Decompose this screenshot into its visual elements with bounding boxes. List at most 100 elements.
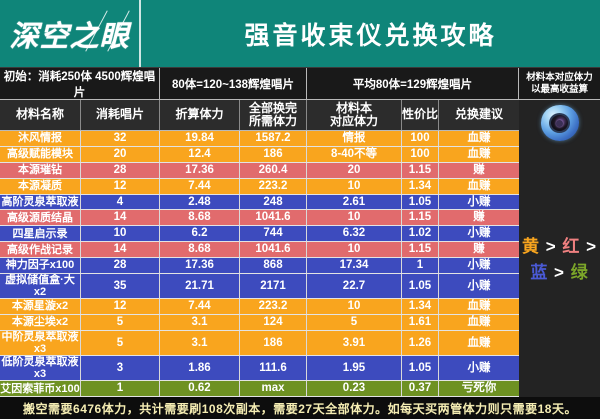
table-cell: 12 [81, 178, 160, 194]
table-row: 沐风情报 32 19.84 1587.2 情报 100 血赚 [0, 131, 519, 147]
table-cell: 1.34 [402, 299, 439, 314]
table-cell: 223.2 [240, 178, 307, 194]
app-header: 深空之眼 强音收束仪兑换攻略 [0, 0, 600, 67]
table-cell: 赚 [473, 243, 485, 256]
info-initial-cost: 初始：消耗250体 4500辉煌唱片 [0, 68, 160, 100]
table-cell: 868 [240, 258, 307, 273]
table-cell: 10 [307, 242, 402, 257]
material-name: 神力因子x100 [0, 258, 81, 273]
column-header: 材料名称 [0, 100, 81, 130]
table-cell: 22.7 [307, 273, 402, 299]
column-header: 折算体力 [160, 100, 240, 130]
table-row: 虚拟储值盒·大x2 35 21.71 2171 22.7 1.05 小赚 [0, 273, 519, 300]
table-cell: 1041.6 [240, 210, 307, 226]
material-name: 中阶灵泉萃取液x3 [0, 330, 81, 355]
table-cell: 1.05 [402, 194, 439, 210]
table-cell: 0.23 [307, 381, 402, 397]
table-cell: 小赚 [467, 259, 491, 272]
table-row: 本源星漩x2 12 7.44 223.2 10 1.34 血赚 [0, 299, 519, 315]
exchange-table: 材料名称 消耗唱片 折算体力 全部换完 所需体力 材料本 对应体力 性价比 兑换建议 沐风情… [0, 100, 519, 398]
table-cell: 6.32 [307, 226, 402, 242]
table-cell: 1 [402, 258, 439, 273]
info-bar: 初始：消耗250体 4500辉煌唱片 80体=120~138辉煌唱片 平均80体… [0, 67, 600, 100]
info-material-note: 材料本对应体力 以最高收益算 [519, 68, 600, 100]
title-area: 强音收束仪兑换攻略 [141, 0, 600, 67]
table-cell: 17.36 [160, 162, 240, 178]
priority-line: 黄 > 红 > [521, 237, 598, 256]
material-name: 虚拟储值盒·大x2 [0, 273, 81, 299]
table-cell: 10 [81, 226, 160, 242]
table-row: 高级赋能模块 20 12.4 186 8-40不等 100 血赚 [0, 146, 519, 163]
main-content: 材料名称 消耗唱片 折算体力 全部换完 所需体力 材料本 对应体力 性价比 兑换建议 沐风情… [0, 100, 600, 398]
table-cell: 1.05 [402, 273, 439, 299]
table-cell: 8-40不等 [307, 146, 402, 162]
table-cell: 248 [240, 194, 307, 210]
table-cell: 血赚 [467, 300, 491, 313]
table-cell: 1.15 [402, 242, 439, 257]
table-cell: 血赚 [467, 132, 491, 145]
material-name: 高阶灵泉萃取液 [0, 194, 81, 210]
table-cell: 3.1 [160, 330, 240, 355]
table-cell: 1 [81, 381, 160, 397]
table-cell: 1.61 [402, 314, 439, 330]
column-header: 消耗唱片 [81, 100, 160, 130]
priority-line: 蓝 > 绿 [530, 263, 589, 283]
right-panel: 黄 > 红 > 蓝 > 绿 [519, 100, 600, 397]
table-cell: 17.34 [307, 258, 402, 273]
table-row: 高级源质结晶 14 8.68 1041.6 10 1.15 赚 [0, 210, 519, 227]
table-cell: 7.44 [160, 178, 240, 194]
item-icon-ring [549, 113, 570, 133]
table-cell: 260.4 [240, 162, 307, 178]
table-cell: 赚 [473, 211, 485, 224]
table-cell: 4 [81, 194, 160, 210]
table-cell: 情报 [307, 131, 402, 146]
table-cell: 小赚 [467, 361, 491, 374]
page-title: 强音收束仪兑换攻略 [244, 21, 497, 50]
table-cell: 1.34 [402, 178, 439, 194]
table-cell: 12.4 [160, 146, 240, 162]
material-name: 四星启示录 [0, 226, 81, 242]
table-cell: 6.2 [160, 226, 240, 242]
table-cell: 血赚 [467, 179, 491, 192]
table-cell: 20 [307, 162, 402, 178]
table-cell: 32 [81, 131, 160, 146]
table-header: 材料名称 消耗唱片 折算体力 全部换完 所需体力 材料本 对应体力 性价比 兑换建议 [0, 100, 519, 131]
table-cell: 1.02 [402, 226, 439, 242]
table-cell: 3.1 [160, 314, 240, 330]
table-row: 本源璀钻 28 17.36 260.4 20 1.15 赚 [0, 162, 519, 179]
table-cell: 0.37 [402, 381, 439, 397]
info-material-note-line1: 材料本对应体力 [526, 71, 593, 83]
table-cell: 21.71 [160, 273, 240, 299]
table-row: 四星启示录 10 6.2 744 6.32 1.02 小赚 [0, 226, 519, 243]
table-row: 神力因子x100 28 17.36 868 17.34 1 小赚 [0, 258, 519, 274]
table-cell: 1.95 [307, 356, 402, 381]
table-cell: 2.61 [307, 194, 402, 210]
info-rate-average: 平均80体=129辉煌唱片 [307, 68, 519, 100]
table-cell: 111.6 [240, 356, 307, 381]
table-cell: 10 [307, 178, 402, 194]
material-name: 本源星漩x2 [0, 299, 81, 314]
table-cell: 血赚 [467, 147, 491, 160]
table-cell: 小赚 [467, 227, 491, 240]
table-cell: 28 [81, 162, 160, 178]
material-name: 本源璀钻 [0, 162, 81, 178]
table-cell: 186 [240, 330, 307, 355]
table-cell: 14 [81, 210, 160, 226]
material-name: 本源尘埃x2 [0, 314, 81, 330]
table-row: 高阶灵泉萃取液 4 2.48 248 2.61 1.05 小赚 [0, 194, 519, 211]
info-rate-range: 80体=120~138辉煌唱片 [160, 68, 307, 100]
table-cell: 小赚 [467, 279, 491, 292]
table-cell: 100 [402, 131, 439, 146]
table-cell: 0.62 [160, 381, 240, 397]
table-cell: 血赚 [467, 316, 491, 329]
column-header: 兑换建议 [439, 100, 519, 130]
table-cell: 744 [240, 226, 307, 242]
table-cell: 小赚 [467, 195, 491, 208]
table-cell: 35 [81, 273, 160, 299]
table-cell: 20 [81, 146, 160, 162]
table-cell: 2.48 [160, 194, 240, 210]
table-cell: 亏死你 [461, 382, 497, 395]
table-row: 低阶灵泉萃取液x3 3 1.86 111.6 1.95 1.05 小赚 [0, 356, 519, 382]
table-cell: 10 [307, 210, 402, 226]
table-cell: 10 [307, 299, 402, 314]
